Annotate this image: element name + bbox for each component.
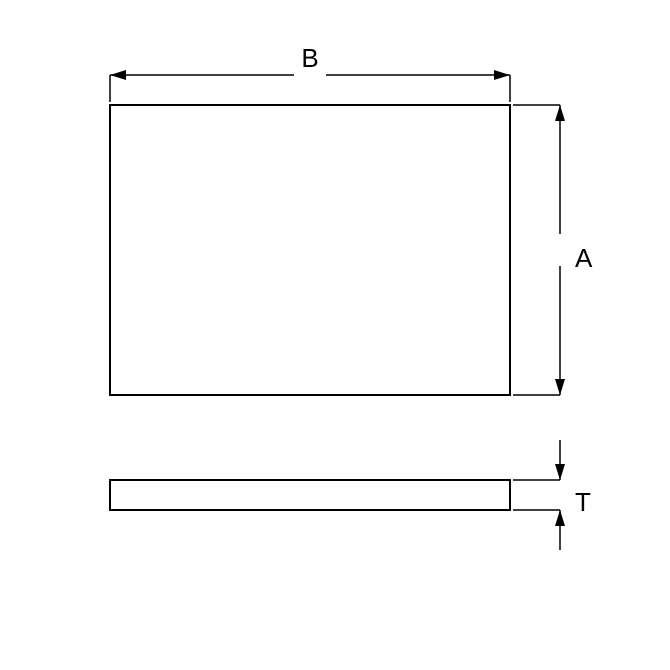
dim-t-arrow-bottom	[555, 510, 565, 526]
dim-t-arrow-top	[555, 464, 565, 480]
dim-t-label: T	[575, 487, 591, 517]
dim-b-arrow-right	[494, 70, 510, 80]
dim-a-arrow-bottom	[555, 379, 565, 395]
dim-b-arrow-left	[110, 70, 126, 80]
dimension-diagram: B A T	[0, 0, 670, 670]
dimension-a: A	[513, 105, 593, 395]
plate-top-view	[110, 105, 510, 395]
dim-a-arrow-top	[555, 105, 565, 121]
dim-b-label: B	[301, 43, 318, 73]
dimension-t: T	[513, 440, 591, 550]
dimension-b: B	[110, 43, 510, 102]
dim-a-label: A	[575, 243, 593, 273]
plate-edge-view	[110, 480, 510, 510]
